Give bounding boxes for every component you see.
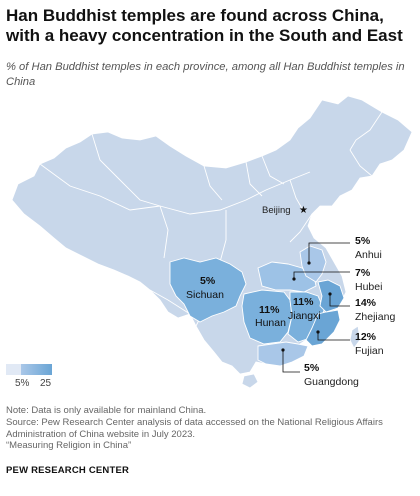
source-text: Source: Pew Research Center analysis of … [6,416,383,440]
chart-title: Han Buddhist temples are found across Ch… [6,6,403,45]
color-legend: 5% 25 [6,364,52,389]
province-label-guangdong: Guangdong [304,376,359,388]
star-icon: ★ [299,205,308,216]
leader-lines [282,242,350,373]
report-title: “Measuring Religion in China” [6,440,132,452]
value-label-hubei: 7% [355,267,371,279]
value-label-anhui: 5% [355,235,371,247]
value-label-guangdong: 5% [304,362,320,374]
city-label-beijing: Beijing [262,205,291,216]
source-notes: Note: Data is only available for mainlan… [6,405,416,452]
leader-dots [281,261,332,352]
province-label-fujian: Fujian [355,345,384,357]
province-label-hubei: Hubei [355,281,382,293]
province-label-jiangxi: Jiangxi [288,310,321,322]
value-label-zhejiang: 14% [355,297,377,309]
legend-swatch-high [21,364,52,375]
province-hunan [241,289,293,345]
legend-min-label: 5% [15,378,30,389]
taiwan-island [349,325,361,349]
value-label-sichuan: 5% [200,275,216,287]
province-label-zhejiang: Zhejiang [355,311,395,323]
province-fujian [305,309,341,347]
province-label-anhui: Anhui [355,249,382,261]
province-label-sichuan: Sichuan [186,289,224,301]
value-label-fujian: 12% [355,331,377,343]
value-label-jiangxi: 11% [293,296,314,308]
province-hubei [257,261,317,293]
note-text: Note: Data is only available for mainlan… [6,405,207,416]
legend-max-label: 25 [40,378,52,389]
province-borders [39,111,383,327]
brand-logo-text: PEW RESEARCH CENTER [6,465,130,476]
province-zhejiang [317,279,345,313]
value-label-hunan: 11% [259,304,280,316]
province-anhui [299,245,327,283]
province-sichuan [169,257,247,323]
hainan-island [241,373,259,389]
china-province-map: ★ Beijing 5% Anhui 7% Hubei 14% Zhejiang… [11,95,413,389]
legend-swatch-low [6,364,21,375]
chart-subtitle: % of Han Buddhist temples in each provin… [6,61,405,88]
province-label-hunan: Hunan [255,317,286,329]
